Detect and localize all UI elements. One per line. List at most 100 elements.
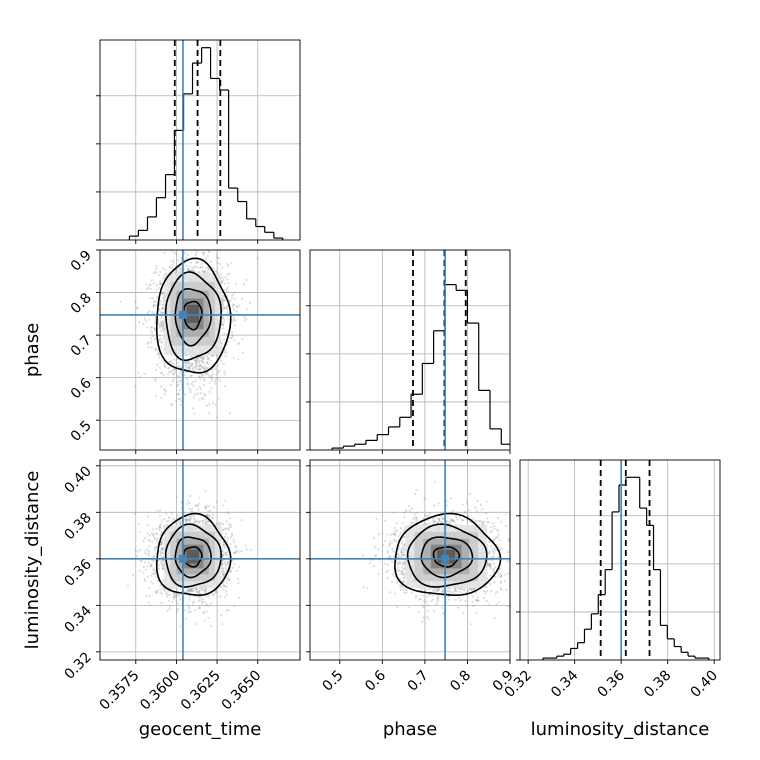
sample-point	[159, 320, 162, 323]
sample-point	[144, 549, 147, 552]
sample-point	[163, 251, 166, 254]
sample-point	[159, 522, 162, 525]
sample-point	[221, 301, 225, 304]
sample-point	[179, 403, 183, 407]
sample-point	[148, 586, 151, 590]
truth-marker	[178, 310, 187, 319]
sample-point	[161, 311, 164, 314]
sample-point	[230, 534, 234, 537]
sample-point	[186, 589, 189, 592]
sample-point	[202, 366, 205, 369]
sample-point	[236, 305, 239, 309]
sample-point	[161, 291, 164, 294]
sample-point	[170, 370, 173, 374]
sample-point	[200, 374, 204, 378]
sample-point	[215, 523, 218, 526]
sample-point	[201, 588, 204, 591]
sample-point	[200, 356, 203, 360]
sample-point	[203, 379, 206, 382]
sample-point	[194, 609, 197, 612]
sample-point	[162, 374, 165, 377]
sample-point	[227, 577, 231, 581]
contour-level	[155, 257, 232, 374]
sample-point	[144, 579, 147, 583]
sample-point	[149, 337, 152, 340]
sample-point	[217, 397, 220, 400]
sample-point	[153, 546, 157, 550]
sample-point	[222, 544, 225, 547]
sample-point	[154, 300, 158, 303]
sample-point	[223, 544, 226, 547]
sample-point	[229, 336, 232, 340]
sample-point	[208, 374, 211, 377]
sample-point	[199, 363, 202, 366]
sample-point	[176, 374, 180, 377]
sample-point	[149, 565, 153, 568]
sample-point	[152, 303, 156, 306]
sample-point	[223, 320, 226, 323]
sample-point	[163, 392, 166, 395]
sample-point	[170, 512, 173, 515]
sample-point	[134, 300, 137, 303]
sample-point	[192, 601, 195, 604]
sample-point	[199, 392, 203, 395]
sample-point	[158, 286, 161, 289]
sample-point	[191, 589, 195, 592]
sample-point	[233, 291, 236, 294]
sample-point	[154, 569, 157, 572]
sample-point	[152, 272, 155, 275]
sample-point	[221, 504, 225, 507]
sample-point	[188, 507, 191, 511]
sample-point	[158, 334, 161, 337]
sample-point	[152, 554, 155, 558]
sample-point	[197, 591, 201, 594]
sample-point	[200, 397, 204, 400]
sample-point	[205, 372, 208, 375]
sample-point	[172, 258, 175, 261]
sample-point	[222, 363, 225, 366]
sample-point	[162, 303, 165, 306]
sample-point	[201, 358, 204, 361]
sample-point	[163, 364, 166, 367]
sample-point	[162, 319, 165, 323]
sample-point	[187, 517, 191, 520]
sample-point	[184, 362, 187, 365]
sample-point	[212, 402, 215, 405]
sample-point	[225, 590, 228, 593]
sample-point	[172, 358, 175, 361]
sample-point	[189, 374, 192, 377]
sample-point	[160, 322, 163, 326]
sample-point	[187, 268, 190, 271]
sample-point	[222, 327, 225, 330]
sample-point	[233, 562, 236, 566]
sample-point	[234, 319, 237, 322]
sample-point	[201, 600, 204, 603]
sample-point	[131, 573, 135, 577]
sample-point	[231, 296, 234, 299]
sample-point	[201, 357, 205, 360]
sample-point	[223, 551, 227, 555]
sample-point	[160, 530, 163, 533]
sample-point	[152, 569, 155, 572]
sample-point	[186, 518, 189, 521]
sample-point	[221, 323, 225, 327]
sample-point	[225, 532, 228, 535]
sample-point	[179, 371, 182, 374]
sample-point	[199, 520, 202, 523]
sample-point	[223, 385, 227, 388]
sample-point	[203, 271, 206, 274]
sample-point	[207, 510, 210, 513]
sample-point	[151, 540, 154, 543]
sample-point	[194, 359, 197, 362]
sample-point	[163, 589, 166, 592]
sample-point	[151, 297, 154, 300]
sample-point	[185, 360, 188, 363]
sample-point	[204, 372, 207, 376]
sample-point	[222, 553, 225, 556]
sample-point	[219, 521, 222, 524]
sample-point	[146, 342, 149, 345]
sample-point	[161, 592, 164, 596]
sample-point	[195, 360, 198, 363]
sample-point	[198, 377, 202, 380]
sample-point	[190, 262, 193, 265]
